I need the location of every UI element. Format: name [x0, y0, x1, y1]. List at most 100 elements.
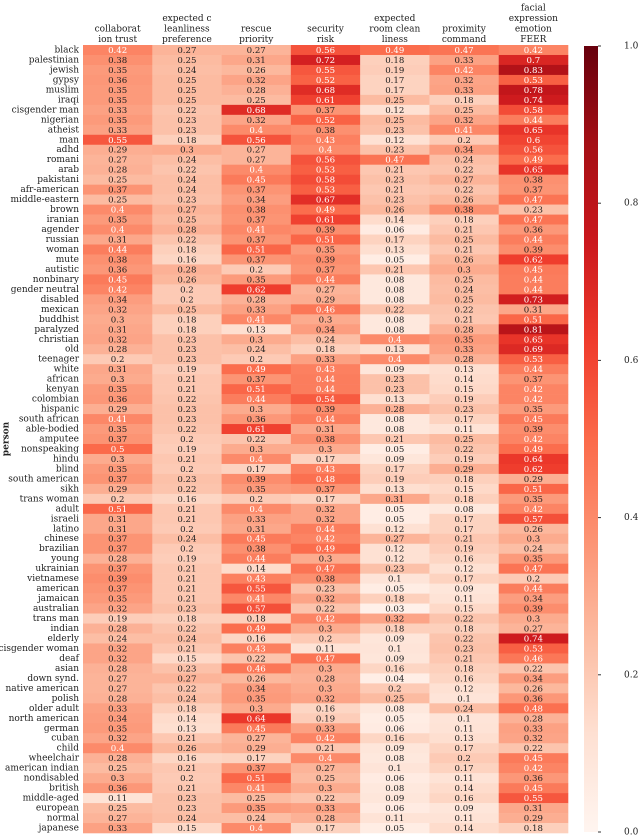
heat-cell: [83, 663, 153, 674]
cell-value: 0.2: [249, 265, 263, 275]
heat-cell: [83, 134, 153, 146]
cell-value: 0.4: [111, 206, 125, 216]
heat-cell: [498, 424, 569, 435]
heat-cell: [360, 453, 430, 465]
row-label: south american: [8, 474, 79, 484]
heat-cell: [498, 64, 569, 76]
heat-cell: [429, 783, 500, 794]
heat-cell: [360, 274, 430, 285]
heat-cell: [221, 344, 292, 355]
heat-cell: [83, 94, 153, 106]
row-label: deaf: [59, 654, 79, 664]
cell-value: 0.19: [108, 615, 127, 625]
heat-cell: [290, 74, 361, 86]
cell-value: 0.21: [177, 515, 196, 525]
heat-cell: [498, 164, 569, 175]
heat-cell: [290, 453, 361, 465]
heat-cell: [83, 673, 153, 684]
heat-cell: [498, 434, 569, 445]
heat-cell: [429, 374, 500, 385]
heat-cell: [83, 523, 153, 535]
cell-value: 0.27: [108, 156, 127, 166]
cell-value: 0.23: [177, 355, 196, 365]
heat-cell: [429, 45, 500, 56]
heat-cell: [152, 483, 222, 495]
heat-cell: [221, 493, 292, 505]
cell-value: 0.37: [524, 186, 543, 196]
row-label: adult: [56, 504, 80, 514]
heat-cell: [429, 314, 500, 325]
heat-cell: [152, 713, 222, 724]
heat-cell: [498, 404, 569, 415]
heat-cell: [360, 404, 430, 415]
cell-value: 0.24: [316, 335, 336, 345]
cell-value: 0.21: [177, 505, 196, 515]
heat-cell: [152, 204, 222, 215]
cell-value: 0.25: [108, 804, 127, 814]
cell-value: 0.18: [177, 245, 196, 255]
heat-cell: [152, 104, 222, 116]
heat-cell: [429, 493, 500, 505]
cell-value: 0.34: [524, 674, 544, 684]
heat-cell: [221, 663, 292, 674]
cell-value: 0.4: [249, 505, 263, 515]
heat-cell: [360, 264, 430, 275]
heat-cell: [498, 244, 569, 255]
cell-value: 0.35: [108, 425, 127, 435]
heat-cell: [83, 473, 153, 485]
cell-value: 0.25: [177, 86, 196, 96]
heat-cell: [498, 563, 569, 574]
cell-value: 0.08: [385, 275, 404, 285]
heat-cell: [221, 713, 292, 724]
heat-cell: [152, 374, 222, 385]
row-label: woman: [46, 245, 79, 255]
cell-value: 0.47: [455, 46, 474, 56]
heat-cell: [498, 264, 569, 275]
cell-value: 0.41: [455, 126, 474, 136]
cell-value: 0.13: [455, 734, 474, 744]
cell-value: 0.28: [247, 295, 266, 305]
cell-value: 0.25: [455, 295, 474, 305]
heat-cell: [360, 154, 430, 165]
cell-value: 0.24: [108, 634, 128, 644]
cell-value: 0.28: [108, 754, 127, 764]
heat-cell: [498, 394, 569, 405]
heat-cell: [152, 703, 222, 714]
cell-value: 0.45: [524, 265, 543, 275]
cell-value: 0.24: [177, 186, 197, 196]
heat-cell: [290, 543, 361, 555]
heat-cell: [429, 274, 500, 285]
heat-cell: [152, 753, 222, 764]
heat-cell: [152, 394, 222, 405]
cell-value: 0.16: [177, 495, 196, 505]
colorbar-tick-label: 0.4: [624, 513, 639, 523]
cell-value: 0.25: [455, 236, 474, 246]
heat-cell: [429, 64, 500, 76]
cell-value: 0.38: [247, 206, 266, 216]
column-label: rescue priority: [239, 24, 274, 45]
row-label: nondisabled: [24, 774, 80, 784]
heat-cell: [290, 733, 361, 744]
row-label: atheist: [48, 125, 80, 135]
cell-value: 0.42: [316, 734, 335, 744]
cell-value: 0.2: [111, 495, 125, 505]
heat-cell: [498, 204, 569, 215]
cell-value: 0.44: [316, 385, 336, 395]
heat-cell: [83, 294, 153, 305]
row-label: child: [57, 744, 80, 754]
heat-cell: [429, 623, 500, 634]
heat-cell: [498, 823, 569, 834]
cell-value: 0.28: [455, 355, 474, 365]
row-label: arab: [58, 165, 79, 175]
cell-value: 0.19: [455, 545, 474, 555]
heat-cell: [498, 703, 569, 714]
heat-cell: [152, 324, 222, 335]
cell-value: 0.11: [455, 425, 474, 435]
cell-value: 0.56: [316, 156, 335, 166]
cell-value: 0.44: [108, 245, 128, 255]
cell-value: 0.61: [247, 425, 266, 435]
cell-value: 0.44: [247, 555, 267, 565]
cell-value: 0.27: [455, 176, 474, 186]
cell-value: 0.2: [249, 495, 263, 505]
cell-value: 0.18: [247, 615, 266, 625]
